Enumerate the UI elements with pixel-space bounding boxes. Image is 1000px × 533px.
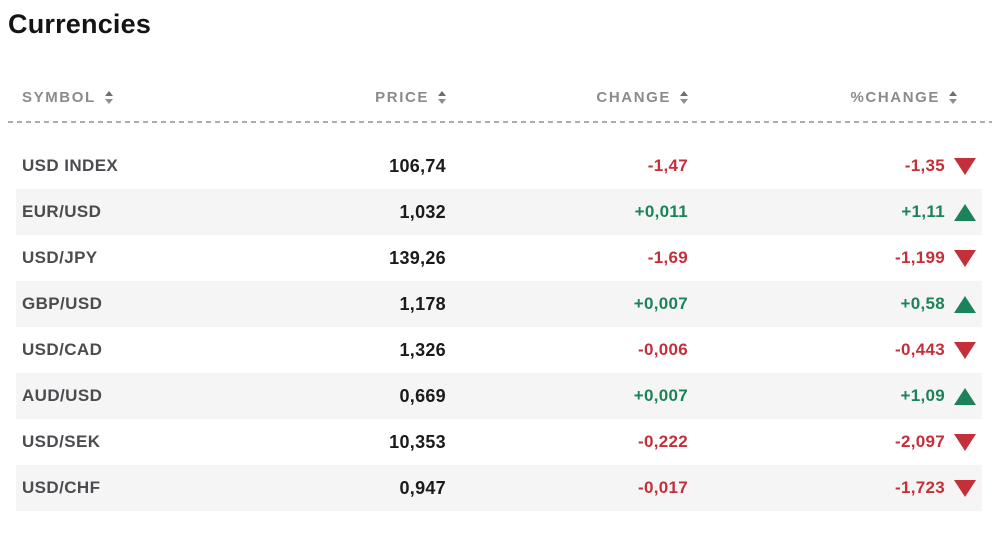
- pct-change-value: +1,11: [901, 202, 945, 221]
- price-cell: 139,26: [389, 247, 446, 268]
- sort-up-icon: [680, 90, 688, 96]
- sort-up-icon: [438, 90, 446, 96]
- symbol-cell[interactable]: USD/CAD: [22, 340, 103, 359]
- sort-arrows-icon[interactable]: [949, 90, 957, 104]
- column-label-symbol: SYMBOL: [22, 88, 96, 106]
- symbol-cell[interactable]: USD/SEK: [22, 432, 101, 451]
- change-cell: -0,222: [637, 432, 688, 451]
- column-label-change: CHANGE: [596, 88, 671, 106]
- direction-triangle-icon: [954, 295, 976, 313]
- symbol-cell[interactable]: USD/CHF: [22, 478, 101, 497]
- table-row[interactable]: EUR/USD 1,032 +0,011 +1,11: [16, 189, 982, 235]
- direction-triangle-icon: [954, 203, 976, 221]
- price-cell: 0,669: [399, 385, 446, 406]
- sort-arrows-icon[interactable]: [680, 90, 688, 104]
- price-cell: 1,178: [399, 293, 446, 314]
- change-cell: +0,011: [634, 202, 688, 221]
- pct-change-value: +0,58: [900, 294, 945, 313]
- change-cell: -0,017: [637, 478, 688, 497]
- symbol-cell[interactable]: USD INDEX: [22, 156, 119, 175]
- table-row[interactable]: USD/JPY 139,26 -1,69 -1,199: [16, 235, 982, 281]
- sort-up-icon: [104, 90, 113, 96]
- pct-change-cell: -1,199: [688, 248, 976, 268]
- price-cell: 0,947: [399, 477, 446, 498]
- price-cell: 10,353: [389, 431, 446, 452]
- pct-change-cell: -1,35: [688, 156, 976, 176]
- change-cell: +0,007: [633, 294, 688, 313]
- pct-change-value: +1,09: [900, 386, 945, 405]
- sort-arrows-icon[interactable]: [438, 90, 446, 104]
- sort-down-icon: [949, 98, 957, 104]
- symbol-cell[interactable]: EUR/USD: [22, 202, 102, 221]
- column-label-pct-change: %CHANGE: [850, 88, 940, 106]
- direction-triangle-icon: [954, 479, 976, 497]
- column-header-symbol[interactable]: SYMBOL: [22, 89, 182, 106]
- page-title: Currencies: [8, 9, 152, 39]
- symbol-cell[interactable]: USD/JPY: [22, 248, 98, 267]
- sort-down-icon: [438, 98, 446, 104]
- table-row[interactable]: USD INDEX 106,74 -1,47 -1,35: [16, 143, 982, 189]
- table-row[interactable]: USD/CHF 0,947 -0,017 -1,723: [16, 465, 982, 511]
- pct-change-cell: +1,09: [688, 386, 976, 406]
- sort-arrows-icon[interactable]: [104, 90, 113, 104]
- symbol-cell[interactable]: AUD/USD: [22, 386, 103, 405]
- pct-change-value: -1,35: [904, 156, 945, 175]
- column-header-pct-change[interactable]: %CHANGE: [688, 89, 957, 106]
- pct-change-value: -2,097: [894, 432, 945, 451]
- symbol-cell[interactable]: GBP/USD: [22, 294, 103, 313]
- table-row[interactable]: GBP/USD 1,178 +0,007 +0,58: [16, 281, 982, 327]
- table-row[interactable]: USD/SEK 10,353 -0,222 -2,097: [16, 419, 982, 465]
- header-divider: [8, 121, 992, 123]
- table-row[interactable]: USD/CAD 1,326 -0,006 -0,443: [16, 327, 982, 373]
- column-header-price[interactable]: PRICE: [182, 89, 446, 106]
- pct-change-cell: -1,723: [688, 478, 976, 498]
- price-cell: 1,032: [399, 201, 446, 222]
- pct-change-value: -0,443: [894, 340, 945, 359]
- change-cell: -1,47: [647, 156, 688, 175]
- table-header: SYMBOL PRICE CHANGE %CHANGE: [8, 86, 992, 108]
- pct-change-value: -1,723: [894, 478, 945, 497]
- price-cell: 1,326: [399, 339, 446, 360]
- table-body: USD INDEX 106,74 -1,47 -1,35 EUR/USD 1,0…: [8, 143, 992, 511]
- sort-up-icon: [949, 90, 957, 96]
- column-label-price: PRICE: [375, 88, 429, 106]
- price-cell: 106,74: [389, 155, 446, 176]
- direction-triangle-icon: [954, 387, 976, 405]
- pct-change-cell: -2,097: [688, 432, 976, 452]
- sort-down-icon: [104, 98, 113, 104]
- pct-change-cell: +1,11: [688, 202, 976, 222]
- pct-change-cell: -0,443: [688, 340, 976, 360]
- pct-change-value: -1,199: [894, 248, 945, 267]
- change-cell: -1,69: [647, 248, 688, 267]
- pct-change-cell: +0,58: [688, 294, 976, 314]
- change-cell: +0,007: [633, 386, 688, 405]
- direction-triangle-icon: [954, 157, 976, 175]
- table-row[interactable]: AUD/USD 0,669 +0,007 +1,09: [16, 373, 982, 419]
- column-header-change[interactable]: CHANGE: [446, 89, 688, 106]
- change-cell: -0,006: [637, 340, 688, 359]
- direction-triangle-icon: [954, 249, 976, 267]
- direction-triangle-icon: [954, 341, 976, 359]
- sort-down-icon: [680, 98, 688, 104]
- direction-triangle-icon: [954, 433, 976, 451]
